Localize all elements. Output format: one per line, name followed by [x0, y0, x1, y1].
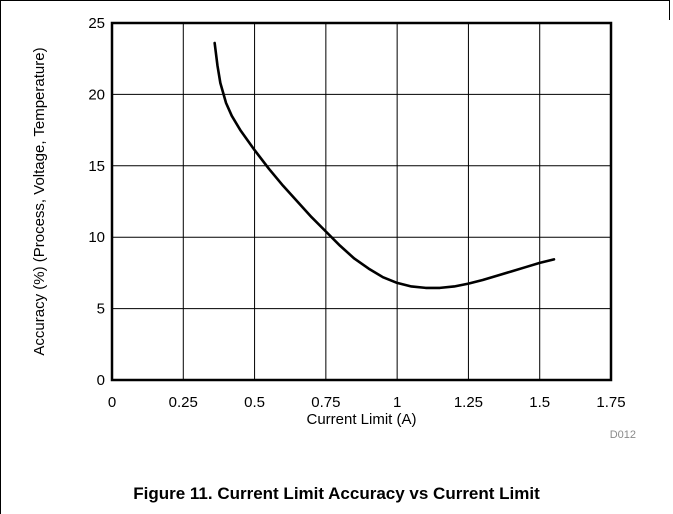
x-axis-label: Current Limit (A)	[306, 411, 416, 428]
y-tick-label: 20	[88, 86, 105, 103]
left-border	[0, 0, 1, 514]
plot-area	[110, 21, 613, 382]
figure-caption: Figure 11. Current Limit Accuracy vs Cur…	[133, 484, 540, 503]
grid	[112, 23, 611, 380]
x-tick-label: 1.25	[454, 394, 483, 411]
y-tick-label: 10	[88, 229, 105, 246]
chart: 0 0.25 0.5 0.75 1 1.25 1.5 1.75 0 5 10 15 20 25 Curr…	[31, 15, 636, 441]
y-tick-label: 15	[88, 158, 105, 175]
x-tick-label: 0.25	[169, 394, 198, 411]
x-tick-label: 1	[393, 394, 401, 411]
figure-code: D012	[610, 429, 636, 441]
x-axis-ticks: 0 0.25 0.5 0.75 1 1.25 1.5 1.75	[108, 394, 626, 411]
right-border	[669, 0, 670, 20]
x-tick-label: 1.5	[529, 394, 550, 411]
y-tick-label: 5	[97, 301, 105, 318]
top-border	[0, 0, 670, 1]
x-tick-label: 1.75	[596, 394, 625, 411]
y-tick-label: 25	[88, 15, 105, 32]
y-tick-label: 0	[97, 372, 105, 389]
y-axis-ticks: 0 5 10 15 20 25	[88, 15, 105, 389]
y-axis-label: Accuracy (%) (Process, Voltage, Temperat…	[31, 47, 48, 355]
x-tick-label: 0.5	[244, 394, 265, 411]
x-tick-label: 0	[108, 394, 116, 411]
x-tick-label: 0.75	[311, 394, 340, 411]
series-line	[213, 41, 556, 290]
